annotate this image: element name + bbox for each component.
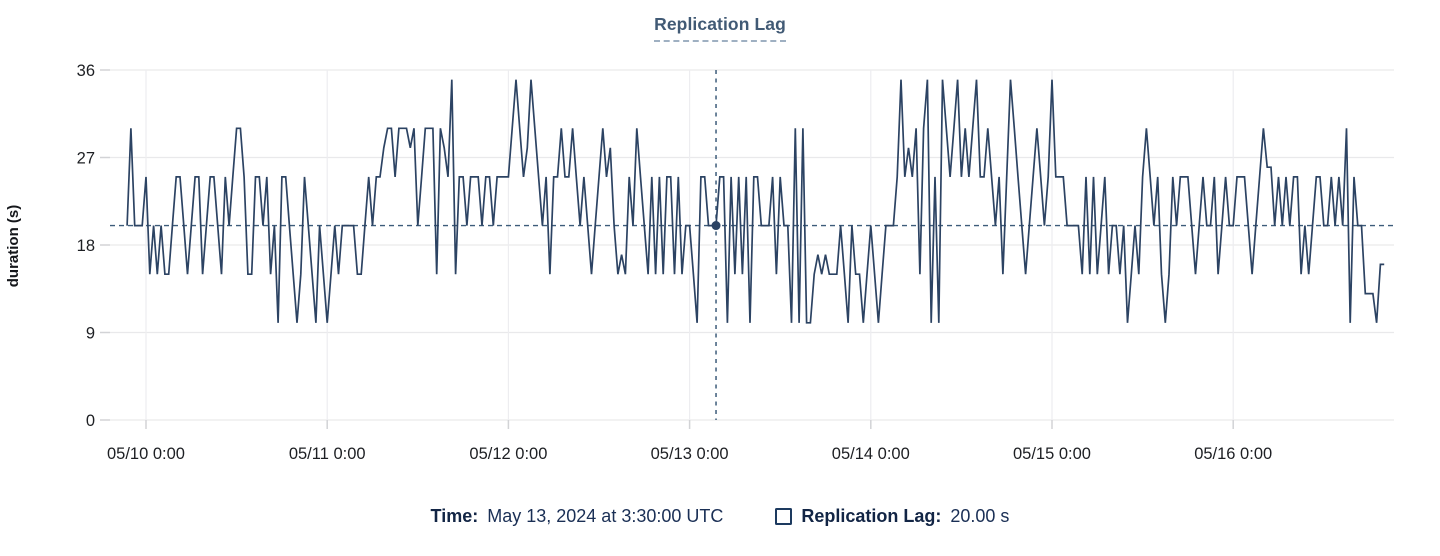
y-tick-label: 36 xyxy=(77,62,95,80)
chart-title-row: Replication Lag xyxy=(0,14,1440,42)
x-tick-label: 05/10 0:00 xyxy=(107,445,185,463)
series-value: 20.00 s xyxy=(950,506,1010,526)
x-tick-label: 05/14 0:00 xyxy=(832,445,910,463)
chart-tooltip-legend: Time: May 13, 2024 at 3:30:00 UTC Replic… xyxy=(0,506,1440,527)
x-tick-label: 05/12 0:00 xyxy=(469,445,547,463)
hover-point[interactable] xyxy=(711,221,721,231)
time-label: Time: xyxy=(430,506,479,526)
series-label: Replication Lag: xyxy=(801,506,942,526)
y-tick-label: 18 xyxy=(77,237,95,255)
x-tick-label: 05/13 0:00 xyxy=(651,445,729,463)
y-tick-label: 0 xyxy=(86,412,95,430)
legend-item-replication-lag[interactable]: Replication Lag: 20.00 s xyxy=(775,506,1009,527)
x-tick-label: 05/11 0:00 xyxy=(289,445,366,463)
square-outline-icon xyxy=(775,508,793,525)
y-tick-label: 27 xyxy=(77,150,95,168)
time-value: May 13, 2024 at 3:30:00 UTC xyxy=(487,506,724,526)
tooltip-time: Time: May 13, 2024 at 3:30:00 UTC xyxy=(431,506,724,527)
x-tick-label: 05/15 0:00 xyxy=(1013,445,1091,463)
chart-title[interactable]: Replication Lag xyxy=(654,14,786,42)
series-line-replication-lag xyxy=(126,79,1385,324)
x-tick-label: 05/16 0:00 xyxy=(1194,445,1272,463)
y-tick-label: 9 xyxy=(86,325,95,343)
